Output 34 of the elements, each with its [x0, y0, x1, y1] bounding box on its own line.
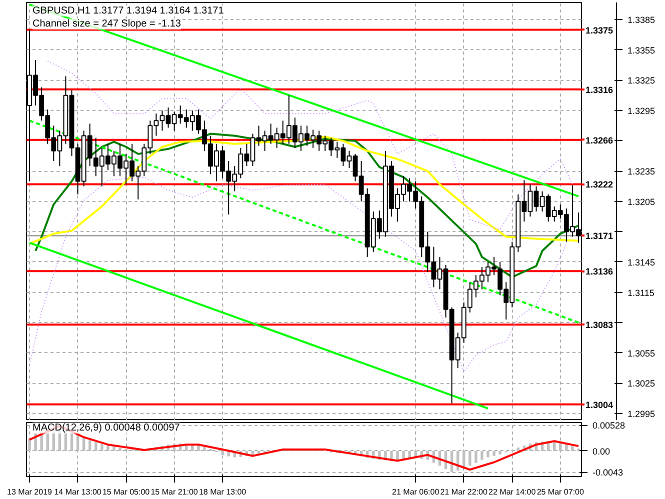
y-tick-label: 1.3055 — [628, 348, 656, 358]
ref-line-label: 1.3222 — [586, 180, 614, 190]
x-tick-label: 14 Mar 13:00 — [54, 488, 102, 496]
ref-line-label: 1.3083 — [586, 320, 614, 330]
ref-line-label: 1.3171 — [586, 231, 614, 242]
x-tick-label: 21 Mar 22:00 — [440, 488, 488, 496]
y-tick-label: 1.3205 — [628, 196, 656, 207]
ref-line-label: 1.3136 — [586, 266, 614, 277]
x-tick-label: 15 Mar 21:00 — [150, 488, 198, 496]
y-tick-label: 1.3025 — [628, 378, 656, 389]
ref-line-label: 1.3316 — [586, 84, 614, 95]
y-tick-label: 1.3235 — [628, 166, 656, 177]
x-tick-label: 13 Mar 2019 — [7, 488, 53, 496]
y-tick-label: 0.00 — [592, 446, 610, 456]
chart-title: GBPUSD,H1 1.3177 1.3194 1.3164 1.3171 — [32, 6, 224, 16]
y-tick-label: 1.3295 — [628, 106, 656, 116]
y-tick-label: 1.3355 — [628, 45, 656, 56]
ref-line-label: 1.3266 — [586, 135, 614, 146]
x-tick-label: 15 Mar 05:00 — [102, 488, 150, 496]
y-tick-label: 1.3145 — [628, 257, 656, 268]
y-tick-label: 1.3325 — [628, 76, 656, 86]
chart-title: MACD(12,26,9) 0.00048 0.00097 — [32, 422, 180, 434]
text: Channel size = 247 Slope = -1.13 — [32, 18, 182, 30]
x-tick-label: 25 Mar 07:00 — [536, 488, 585, 496]
y-tick-label: 1.3385 — [628, 15, 656, 26]
x-tick-label: 21 Mar 06:00 — [392, 488, 440, 496]
x-tick-label: 18 Mar 13:00 — [198, 488, 247, 496]
x-tick-label: 22 Mar 14:00 — [488, 488, 536, 496]
y-tick-label: 1.2995 — [628, 408, 656, 419]
y-tick-label: 0.00528 — [592, 420, 626, 431]
y-tick-label: -0.0043 — [592, 468, 624, 478]
y-tick-label: 1.3115 — [628, 288, 654, 298]
ref-line-label: 1.3375 — [586, 25, 614, 36]
ref-line-label: 1.3004 — [586, 400, 614, 410]
